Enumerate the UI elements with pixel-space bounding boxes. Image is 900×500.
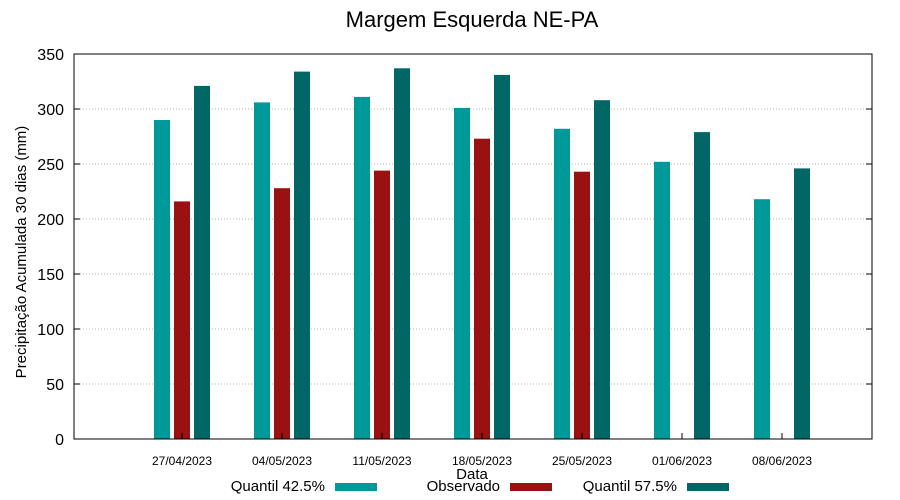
bar-quantil-42-5--3 [454,107,470,440]
bar-quantil-57-5--0 [194,85,210,440]
legend-label-2: Quantil 57.5% [583,478,677,495]
bar-observado-4 [574,171,590,439]
y-tick-label: 150 [37,267,64,284]
bar-quantil-42-5--6 [754,199,770,439]
bar-quantil-42-5--0 [154,120,170,439]
y-tick-label: 200 [37,212,64,229]
x-tick-label: 08/06/2023 [752,454,812,468]
chart-title: Margem Esquerda NE-PA [346,7,599,32]
bar-quantil-57-5--4 [594,100,610,439]
bars [154,68,810,440]
y-tick-label: 300 [37,102,64,119]
bar-quantil-57-5--3 [494,74,510,440]
legend-swatch-2 [687,483,729,491]
x-tick-label: 11/05/2023 [352,454,411,468]
bar-quantil-57-5--1 [294,71,310,439]
bar-observado-2 [374,170,390,439]
x-axis-label: Data [456,466,488,483]
x-tick-label: 01/06/2023 [652,454,712,468]
y-axis-ticks: 0 50 100 150 200 250 300 350 [37,47,872,449]
bar-quantil-57-5--6 [794,168,810,439]
x-tick-label: 04/05/2023 [252,454,312,468]
bar-quantil-42-5--5 [654,161,670,440]
x-tick-label: 25/05/2023 [552,454,612,468]
bar-quantil-57-5--2 [394,68,410,440]
y-tick-label: 100 [37,322,64,339]
bar-quantil-57-5--5 [694,132,710,439]
y-tick-label: 50 [46,377,64,394]
legend: Quantil 42.5% Observado Quantil 57.5% [231,478,729,495]
bar-quantil-42-5--2 [354,96,370,440]
bar-observado-1 [274,188,290,439]
y-tick-label: 250 [37,157,64,174]
x-tick-label: 18/05/2023 [452,454,512,468]
bar-observado-3 [474,138,490,439]
legend-label-0: Quantil 42.5% [231,478,325,495]
y-tick-label: 350 [37,47,64,64]
gridlines [74,108,872,385]
y-tick-label: 0 [55,432,64,449]
bar-quantil-42-5--4 [554,128,570,440]
y-axis-label: Precipitação Acumulada 30 dias (mm) [13,126,30,379]
legend-swatch-0 [335,483,377,491]
x-axis-ticks: 27/04/2023 04/05/2023 11/05/2023 18/05/2023… [152,433,812,468]
bar-quantil-42-5--1 [254,102,270,440]
legend-label-1: Observado [427,478,500,495]
legend-swatch-1 [510,483,552,491]
plot-frame [73,53,873,440]
x-tick-label: 27/04/2023 [152,454,212,468]
bar-observado-0 [174,201,190,439]
